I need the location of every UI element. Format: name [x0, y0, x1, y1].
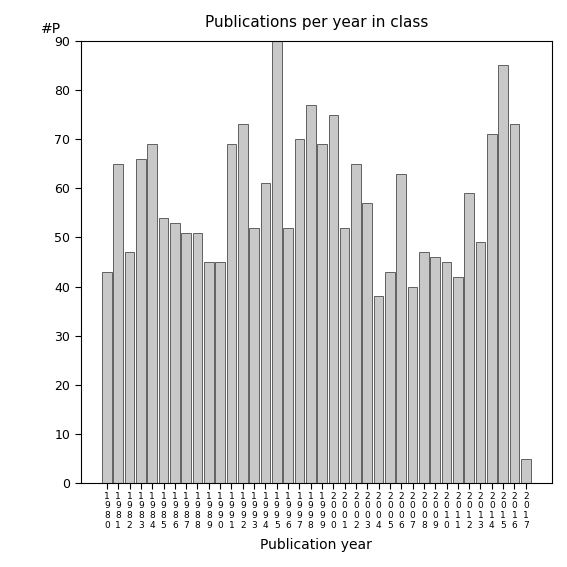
Bar	[453, 277, 463, 483]
Bar	[238, 124, 248, 483]
Bar	[340, 228, 349, 483]
Text: #P: #P	[41, 23, 61, 36]
Bar	[261, 183, 270, 483]
Bar	[204, 262, 214, 483]
Bar	[272, 41, 282, 483]
Bar	[147, 144, 157, 483]
Bar	[419, 252, 429, 483]
Bar	[328, 115, 338, 483]
Bar	[510, 124, 519, 483]
Bar	[193, 232, 202, 483]
Bar	[498, 65, 508, 483]
Bar	[102, 272, 112, 483]
Bar	[170, 223, 180, 483]
Bar	[487, 134, 497, 483]
Bar	[125, 252, 134, 483]
Bar	[521, 459, 531, 483]
Bar	[476, 243, 485, 483]
Bar	[374, 297, 383, 483]
Bar	[362, 203, 372, 483]
Bar	[464, 193, 474, 483]
Bar	[351, 164, 361, 483]
Bar	[306, 105, 315, 483]
Bar	[249, 228, 259, 483]
Bar	[295, 139, 304, 483]
Bar	[430, 257, 440, 483]
Title: Publications per year in class: Publications per year in class	[205, 15, 428, 30]
Bar	[181, 232, 191, 483]
Bar	[113, 164, 123, 483]
Bar	[215, 262, 225, 483]
Bar	[385, 272, 395, 483]
Bar	[442, 262, 451, 483]
Bar	[317, 144, 327, 483]
X-axis label: Publication year: Publication year	[260, 538, 373, 552]
Bar	[408, 287, 417, 483]
Bar	[136, 159, 146, 483]
Bar	[227, 144, 236, 483]
Bar	[396, 174, 406, 483]
Bar	[159, 218, 168, 483]
Bar	[284, 228, 293, 483]
